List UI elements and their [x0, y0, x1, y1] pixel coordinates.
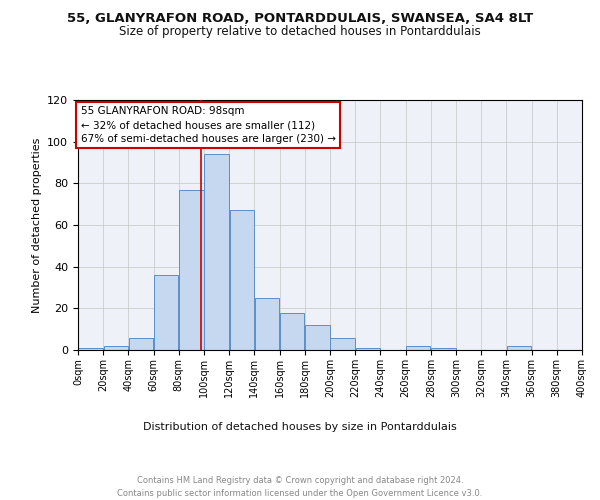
Bar	[179, 190, 203, 350]
Bar	[280, 312, 304, 350]
Bar	[406, 346, 430, 350]
Bar	[154, 275, 178, 350]
Y-axis label: Number of detached properties: Number of detached properties	[32, 138, 41, 312]
Bar	[431, 348, 455, 350]
Bar	[104, 346, 128, 350]
Text: 55, GLANYRAFON ROAD, PONTARDDULAIS, SWANSEA, SA4 8LT: 55, GLANYRAFON ROAD, PONTARDDULAIS, SWAN…	[67, 12, 533, 26]
Text: Contains HM Land Registry data © Crown copyright and database right 2024.
Contai: Contains HM Land Registry data © Crown c…	[118, 476, 482, 498]
Text: Distribution of detached houses by size in Pontarddulais: Distribution of detached houses by size …	[143, 422, 457, 432]
Bar	[331, 338, 355, 350]
Bar	[356, 348, 380, 350]
Text: Size of property relative to detached houses in Pontarddulais: Size of property relative to detached ho…	[119, 25, 481, 38]
Text: 55 GLANYRAFON ROAD: 98sqm
← 32% of detached houses are smaller (112)
67% of semi: 55 GLANYRAFON ROAD: 98sqm ← 32% of detac…	[80, 106, 335, 144]
Bar	[205, 154, 229, 350]
Bar	[129, 338, 153, 350]
Bar	[255, 298, 279, 350]
Bar	[305, 325, 329, 350]
Bar	[230, 210, 254, 350]
Bar	[79, 348, 103, 350]
Bar	[507, 346, 531, 350]
